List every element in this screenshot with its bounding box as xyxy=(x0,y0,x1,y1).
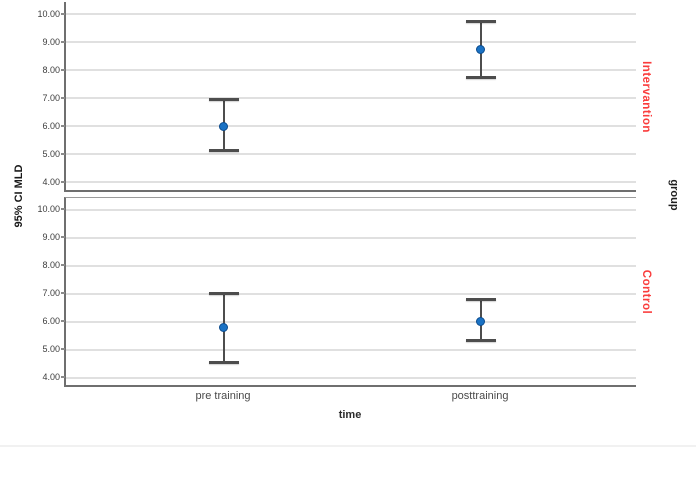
gridline xyxy=(66,209,636,211)
y-tick-mark xyxy=(61,236,65,238)
gridline xyxy=(66,377,636,379)
y-tick-label: 7.00 xyxy=(42,288,60,298)
y-tick-mark xyxy=(61,13,65,15)
ci-cap-lower xyxy=(208,149,239,153)
y-tick-label: 6.00 xyxy=(42,316,60,326)
ci-cap-lower xyxy=(465,338,496,342)
y-tick-mark xyxy=(61,153,65,155)
mean-marker xyxy=(476,45,486,55)
y-tick-mark xyxy=(61,41,65,43)
y-tick-label: 4.00 xyxy=(42,177,60,187)
y-tick-mark xyxy=(61,208,65,210)
facet-panel-control xyxy=(64,197,636,387)
facet-axis-title: group xyxy=(668,179,680,211)
y-tick-mark xyxy=(61,376,65,378)
x-tick-label-pre-training: pre training xyxy=(195,390,251,402)
y-tick-mark xyxy=(61,264,65,266)
y-tick-mark xyxy=(61,181,65,183)
y-tick-label: 5.00 xyxy=(42,149,60,159)
ci-cap-upper xyxy=(465,20,496,23)
mean-marker xyxy=(219,121,229,131)
y-tick-mark xyxy=(61,348,65,350)
y-tick-label: 4.00 xyxy=(42,372,60,382)
gridline xyxy=(66,69,636,71)
gridline xyxy=(66,153,636,155)
y-tick-label: 9.00 xyxy=(42,37,60,47)
gridline xyxy=(66,321,636,323)
y-tick-label: 5.00 xyxy=(42,344,60,354)
y-tick-mark xyxy=(61,69,65,71)
y-tick-mark xyxy=(61,125,65,127)
page-divider xyxy=(0,445,696,447)
ci-cap-upper xyxy=(208,98,239,102)
y-tick-label: 10.00 xyxy=(37,9,60,19)
y-tick-label: 6.00 xyxy=(42,121,60,131)
gridline xyxy=(66,293,636,295)
gridline xyxy=(66,181,636,183)
gridline xyxy=(66,125,636,127)
ci-cap-upper xyxy=(465,297,496,301)
mean-marker xyxy=(219,322,229,332)
y-tick-label: 9.00 xyxy=(42,232,60,242)
y-tick-label: 8.00 xyxy=(42,65,60,75)
facet-panel-intervantion xyxy=(64,2,636,192)
y-tick-mark xyxy=(61,97,65,99)
y-tick-mark xyxy=(61,320,65,322)
y-tick-label: 10.00 xyxy=(37,204,60,214)
y-tick-mark xyxy=(61,292,65,294)
y-tick-label: 8.00 xyxy=(42,260,60,270)
facet-label-control: Control xyxy=(640,269,652,315)
gridline xyxy=(66,349,636,351)
ci-cap-lower xyxy=(465,76,496,80)
facet-label-intervantion: Intervantion xyxy=(640,61,652,133)
x-tick-label-posttraining: posttraining xyxy=(451,390,509,402)
y-axis-title: 95% CI MLD xyxy=(13,164,25,228)
gridline xyxy=(66,97,636,99)
x-axis-title: time xyxy=(338,409,362,421)
mean-marker xyxy=(476,316,486,326)
ci-cap-upper xyxy=(208,292,239,295)
gridline xyxy=(66,237,636,239)
ci-cap-lower xyxy=(208,361,239,364)
y-tick-label: 7.00 xyxy=(42,93,60,103)
gridline xyxy=(66,265,636,267)
gridline xyxy=(66,13,636,15)
gridline xyxy=(66,41,636,43)
